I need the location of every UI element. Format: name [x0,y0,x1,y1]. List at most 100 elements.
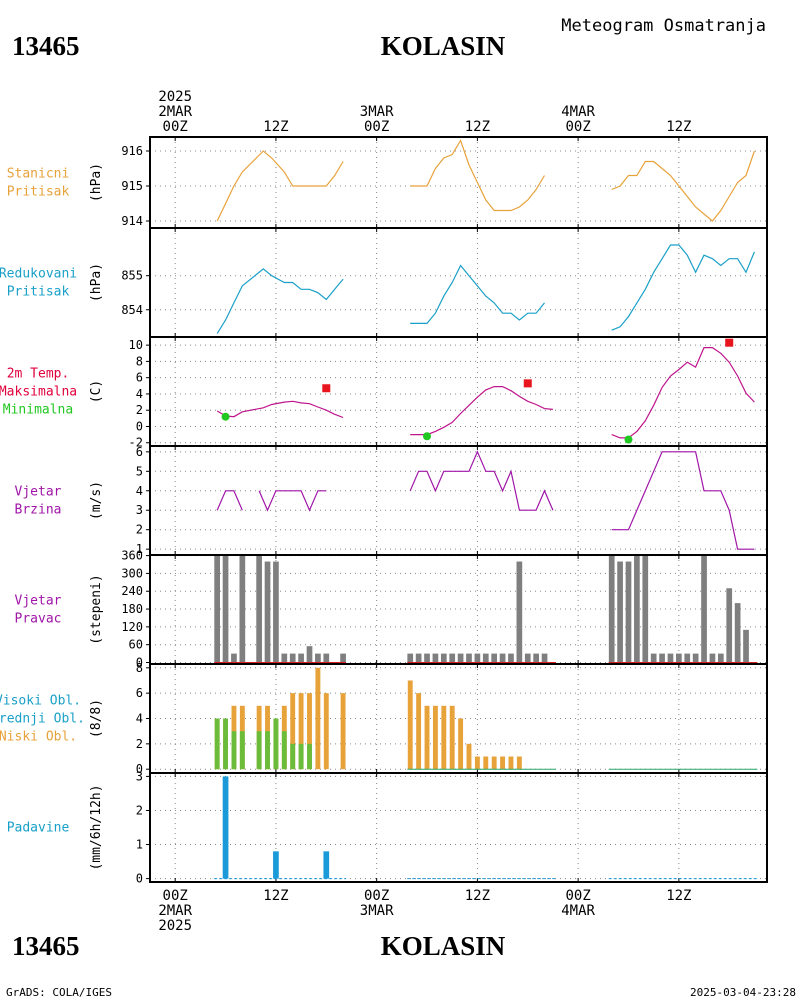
time-label-bottom: 00Z [565,888,590,904]
time-label-top: 12Z [666,119,691,135]
y-tick-label: 1 [136,542,143,556]
bar [298,693,304,770]
bar [306,646,313,663]
series-line [216,490,243,511]
time-label-top: 00Z [565,119,590,135]
panel-clouds: 0 2 4 6 8 (8/8) Visoki Obl. Srednji Obl. Niski O… [0,661,768,776]
y-tick-label: 6 [136,371,143,385]
panel-precipitation: 0 1 2 3 (mm/6h/12h) Padavine [7,769,768,886]
time-label-bottom: 12Z [666,888,691,904]
bar [659,653,665,663]
y-tick-label: 915 [121,179,143,193]
bar [482,653,489,663]
y-tick-label: 0 [136,872,143,886]
bar [307,693,312,770]
bar [256,731,262,770]
time-label-top: 00Z [163,119,188,135]
panel-frame [149,227,768,338]
bar [625,561,632,663]
bar [449,705,455,770]
bar [499,653,506,663]
bar [642,555,649,663]
y-tick-label: 0 [136,762,143,776]
bar [424,705,430,770]
y-tick-label: 360 [121,549,143,563]
bar [315,667,321,770]
panel-frame [149,336,768,447]
y-tick-label: 854 [121,303,143,317]
bar [474,653,481,663]
bar [466,743,472,770]
station-name-top: KOLASIN [381,31,506,61]
time-label-bottom: 3MAR [360,903,394,919]
time-label-bottom: 2MAR [158,903,192,919]
panel-station_pressure: 914 915 916 (hPa) Stanicni Pritisak [7,136,768,229]
time-label-bottom: 12Z [465,888,490,904]
y-tick-label: 10 [129,338,143,352]
bar [726,588,733,663]
bar [424,653,430,663]
unit-label: (m/s) [89,481,104,520]
y-tick-label: 855 [121,269,143,283]
bar [315,653,321,663]
time-label-top: 3MAR [360,104,394,120]
bar [541,653,548,663]
bar [407,680,413,770]
panels: 914915916(hPa)StanicniPritisak854855(hPa… [0,136,768,886]
credit-text: GrADS: COLA/IGES [6,986,112,999]
series-line [611,347,755,439]
panel-wind_direction: 0 60 120 180 240 300 360 (stepeni) Vjetar Pravac [15,549,768,670]
min-temp-marker [624,435,633,444]
bar [415,653,422,663]
series-line [410,264,545,324]
series-line [611,150,755,222]
series-line [611,451,755,550]
bar [231,731,237,770]
y-tick-label: 4 [136,712,143,726]
panel-label: Pravac [15,612,62,627]
unit-label: (hPa) [89,163,104,202]
series-line [409,450,554,511]
bar [458,718,464,770]
bar [684,653,691,663]
bar [256,555,262,663]
y-tick-label: 120 [121,620,143,634]
bar [617,561,623,663]
bar [214,555,221,663]
bar [289,653,296,663]
bar [667,653,674,663]
bar [323,693,329,770]
panel-frame [149,445,768,556]
bar [508,756,514,770]
y-tick-label: 60 [129,638,143,652]
bar [281,653,288,663]
bar [323,653,330,663]
bar [608,555,615,663]
panel-temperature: -2 0 2 4 6 8 10 (C) 2m Temp. Maksimalna Minimalna [0,336,768,450]
unit-label: (C) [89,380,104,403]
panel-label: Pritisak [7,185,70,200]
y-tick-label: 916 [121,144,143,158]
max-temp-marker [523,379,532,388]
y-tick-label: 1 [136,838,143,852]
time-label-top: 12Z [465,119,490,135]
panel-frame [149,772,768,883]
bar [307,743,312,770]
y-tick-label: 3 [136,503,143,517]
time-label-top: 2025 [158,89,192,105]
bar [298,743,304,770]
time-label-top: 2MAR [158,104,192,120]
panel-label: Padavine [7,821,70,836]
bar [340,693,346,770]
time-label-bottom: 4MAR [561,903,595,919]
y-tick-label: 2 [136,403,143,417]
y-tick-label: -2 [129,436,143,450]
unit-label: (hPa) [89,263,104,302]
y-tick-label: 3 [136,769,143,783]
min-temp-marker [221,412,230,421]
bar [432,653,439,663]
bar [214,718,220,770]
bar [340,653,346,663]
